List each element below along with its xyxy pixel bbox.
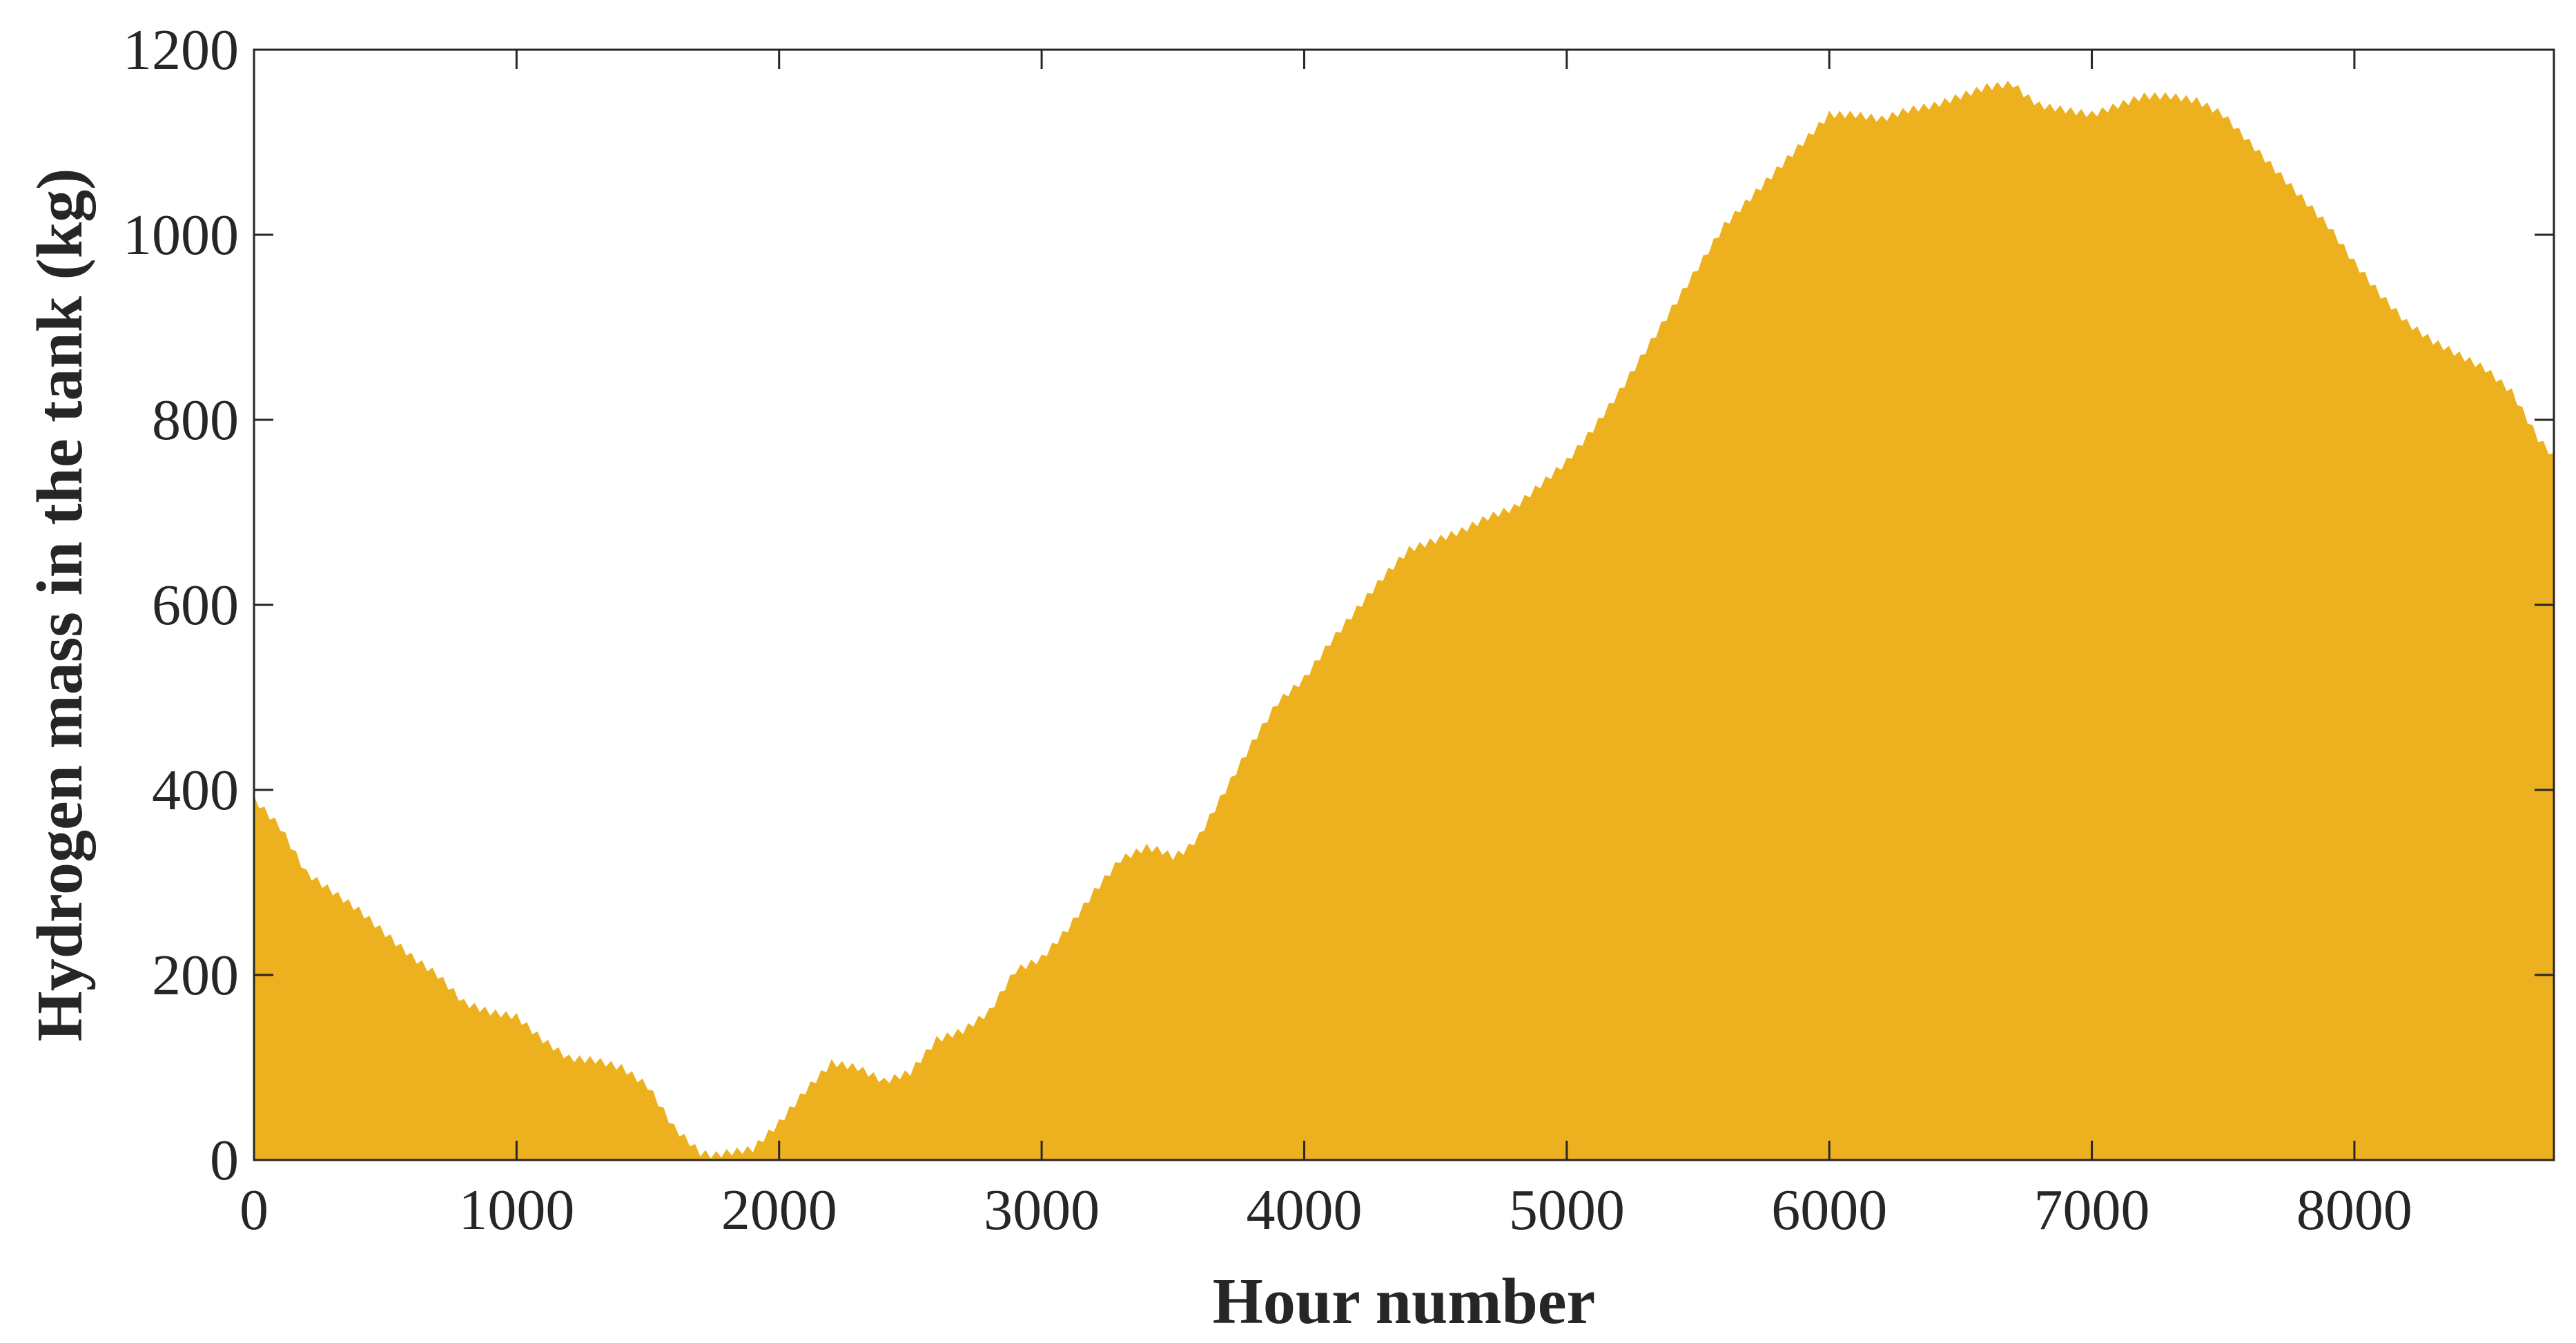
x-axis-title: Hour number — [1213, 1266, 1596, 1337]
y-tick-label: 1000 — [123, 203, 239, 267]
y-axis-title: Hydrogen mass in the tank (kg) — [24, 168, 96, 1042]
area-series-0 — [254, 81, 2554, 1160]
x-tick-label: 4000 — [1246, 1178, 1362, 1242]
x-ticks: 0 1000 2000 3000 4000 5000 6000 7000 8000 — [240, 50, 2412, 1242]
y-tick-label: 800 — [152, 388, 239, 452]
x-tick-label: 7000 — [2034, 1178, 2150, 1242]
y-ticks: 0 200 400 600 800 1000 1200 — [123, 18, 2554, 1192]
x-tick-label: 6000 — [1771, 1178, 1887, 1242]
x-tick-label: 1000 — [458, 1178, 574, 1242]
x-tick-label: 8000 — [2296, 1178, 2412, 1242]
x-tick-label: 5000 — [1509, 1178, 1625, 1242]
area-layer — [254, 81, 2554, 1160]
y-tick-label: 200 — [152, 943, 239, 1007]
x-tick-label: 2000 — [721, 1178, 837, 1242]
y-tick-label: 0 — [210, 1128, 239, 1192]
x-tick-label: 0 — [240, 1178, 269, 1242]
y-tick-label: 400 — [152, 758, 239, 822]
y-tick-label: 600 — [152, 573, 239, 637]
x-tick-label: 3000 — [984, 1178, 1100, 1242]
y-tick-label: 1200 — [123, 18, 239, 82]
